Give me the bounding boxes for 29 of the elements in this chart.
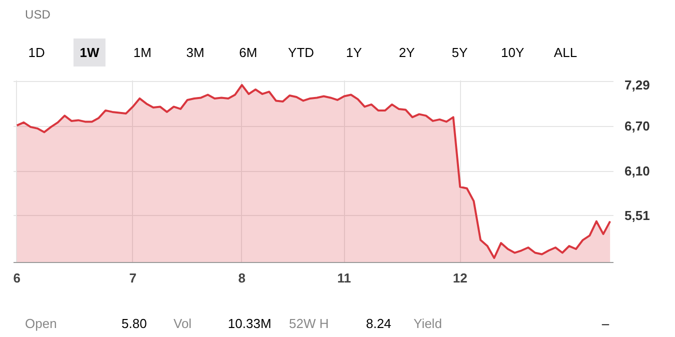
text: 5Y xyxy=(452,45,468,60)
text: 1M xyxy=(133,45,152,60)
text: YTD xyxy=(288,45,314,60)
text: 10Y xyxy=(501,45,525,60)
y-tick-label: 7,29 xyxy=(624,78,650,92)
x-tick-label: 11 xyxy=(337,270,352,286)
x-tick-label: 8 xyxy=(238,270,246,286)
text: 1D xyxy=(28,45,45,60)
text: 8.24 xyxy=(366,316,392,331)
x-tick-label: 12 xyxy=(452,270,468,286)
x-tick-label: 7 xyxy=(129,270,136,286)
text: 3M xyxy=(186,45,204,60)
chart-title: USD xyxy=(25,8,51,22)
text: 2Y xyxy=(398,45,416,60)
text: Yield xyxy=(414,316,442,331)
x-tick-label: 6 xyxy=(13,270,21,286)
text: Vol xyxy=(174,316,192,331)
text: Open xyxy=(25,316,57,331)
text: – xyxy=(602,316,610,331)
y-tick-label: 6,70 xyxy=(624,118,650,134)
text: 1W xyxy=(80,45,100,60)
text: 52W H xyxy=(289,316,329,331)
text: ALL xyxy=(554,45,578,60)
text: 10.33M xyxy=(228,316,272,331)
text: 6M xyxy=(239,45,258,60)
y-tick-label: 5,51 xyxy=(624,208,650,223)
text: 1Y xyxy=(346,45,362,60)
text: 5.80 xyxy=(122,316,147,331)
y-tick-label: 6,10 xyxy=(624,164,650,179)
